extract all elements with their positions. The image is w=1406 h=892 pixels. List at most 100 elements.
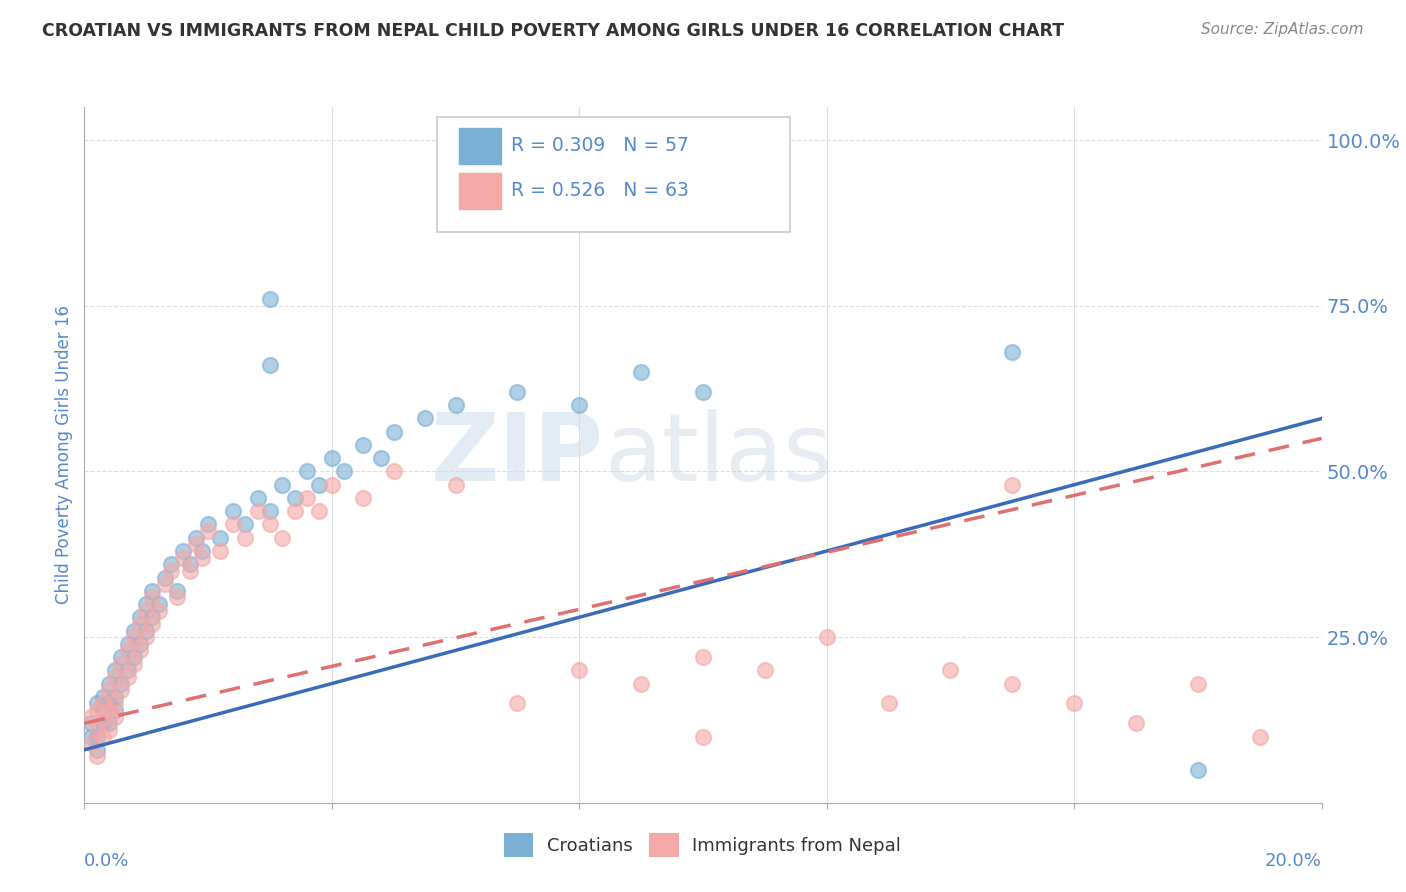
Point [141,616,163,631]
Point [135,597,157,611]
Point [86,749,108,764]
Point [413,411,436,425]
Point [86,697,108,711]
Point [129,637,152,651]
Point [166,591,188,605]
Point [1063,697,1085,711]
Point [135,604,157,618]
Text: atlas: atlas [605,409,832,501]
Point [271,531,294,545]
Point [98,716,121,731]
Point [444,398,467,412]
Point [110,683,132,698]
Point [506,697,529,711]
FancyBboxPatch shape [460,128,502,164]
Point [284,491,307,505]
Text: ZIP: ZIP [432,409,605,501]
Point [122,630,145,644]
Point [382,465,405,479]
Point [86,743,108,757]
Point [153,570,176,584]
Point [692,650,714,665]
Point [104,697,127,711]
Point [271,477,294,491]
Point [104,690,127,704]
Point [1249,730,1271,744]
Point [692,730,714,744]
Point [1001,477,1024,491]
Point [91,703,114,717]
FancyBboxPatch shape [437,118,790,232]
Point [104,670,127,684]
Point [321,451,343,466]
Point [259,504,281,518]
Text: R = 0.309   N = 57: R = 0.309 N = 57 [512,136,689,155]
Point [172,550,194,565]
Point [284,504,307,518]
Point [246,491,269,505]
Point [1001,345,1024,359]
Point [91,730,114,744]
Point [122,650,145,665]
Point [135,630,157,644]
Point [209,531,232,545]
Point [815,630,838,644]
Point [295,491,318,505]
Point [333,465,356,479]
Point [104,663,127,677]
Point [692,384,714,399]
Text: 0.0%: 0.0% [84,852,129,870]
Point [160,564,183,578]
Point [259,359,281,373]
Point [222,517,245,532]
Point [110,650,132,665]
Point [129,643,152,657]
Point [117,670,139,684]
Point [877,697,900,711]
Point [222,504,245,518]
Point [352,491,374,505]
Point [939,663,962,677]
Point [110,657,132,671]
Point [179,558,201,572]
Point [308,477,330,491]
Point [352,438,374,452]
Point [1001,676,1024,690]
Point [141,583,163,598]
Point [444,477,467,491]
Point [79,736,101,750]
Point [153,577,176,591]
Point [382,425,405,439]
Point [117,643,139,657]
Point [630,676,652,690]
Point [1187,763,1209,777]
Point [1187,676,1209,690]
Point [98,723,121,737]
Point [129,610,152,624]
Point [191,550,214,565]
Text: CROATIAN VS IMMIGRANTS FROM NEPAL CHILD POVERTY AMONG GIRLS UNDER 16 CORRELATION: CROATIAN VS IMMIGRANTS FROM NEPAL CHILD … [42,22,1064,40]
Point [86,730,108,744]
Point [122,657,145,671]
Point [259,517,281,532]
Point [166,583,188,598]
Point [209,544,232,558]
Point [754,663,776,677]
Point [506,384,529,399]
Point [233,531,256,545]
Point [259,292,281,306]
Point [129,616,152,631]
Point [148,597,170,611]
Point [191,544,214,558]
Legend: Croatians, Immigrants from Nepal: Croatians, Immigrants from Nepal [498,827,908,863]
Point [179,564,201,578]
Point [91,690,114,704]
Point [86,703,108,717]
Point [197,517,219,532]
Point [79,709,101,723]
Text: Source: ZipAtlas.com: Source: ZipAtlas.com [1201,22,1364,37]
Point [91,709,114,723]
Text: R = 0.526   N = 63: R = 0.526 N = 63 [512,181,689,200]
Point [321,477,343,491]
Point [1125,716,1147,731]
